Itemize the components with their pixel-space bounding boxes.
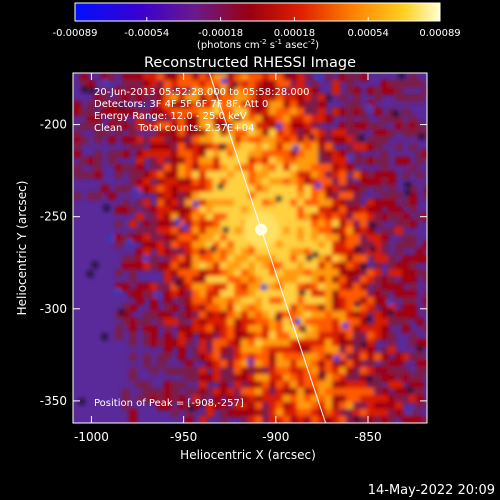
rhessi-image (73, 73, 427, 423)
x-tick-label: -950 (170, 430, 197, 444)
info-time-range: 20-Jun-2013 05:52:28.000 to 05:58:28.000 (94, 87, 310, 98)
x-tick-label: -900 (262, 430, 289, 444)
colorbar-tick-label: -0.00018 (198, 28, 243, 39)
image-info: 20-Jun-2013 05:52:28.000 to 05:58:28.000… (94, 87, 310, 134)
colorbar-tick-label: -0.00054 (124, 28, 169, 39)
limb-line (208, 73, 327, 423)
colorbar-tick-label: 0.00018 (274, 28, 315, 39)
peak-position-label: Position of Peak = [-908,-257] (94, 398, 244, 409)
peak-marker (255, 223, 268, 236)
y-axis-label: Heliocentric Y (arcsec) (15, 181, 29, 316)
x-tick-label: -850 (354, 430, 381, 444)
y-axis-ticks: -200 -250 -300 -350 (40, 118, 427, 408)
colorbar-tick-label: -0.00089 (53, 28, 98, 39)
info-energy: Energy Range: 12.0 - 25.0 keV (94, 111, 247, 122)
colorbar-tick-label: 0.00089 (419, 28, 460, 39)
colorbar (74, 2, 441, 22)
timestamp: 14-May-2022 20:09 (368, 483, 495, 498)
plot-title: Reconstructed RHESSI Image (144, 55, 356, 71)
colorbar-ticks: -0.00089 -0.00054 -0.00018 0.00018 0.00054 0.… (53, 17, 461, 39)
colorbar-tick-label: 0.00054 (348, 28, 389, 39)
x-axis-label: Heliocentric X (arcsec) (180, 448, 316, 462)
x-tick-label: -1000 (74, 430, 109, 444)
y-tick-label: -200 (40, 118, 67, 132)
colorbar-units: (photons cm-2 s-1 asec-2) (197, 38, 319, 51)
y-tick-label: -250 (40, 210, 67, 224)
plot-frame (72, 72, 428, 424)
info-clean: Clean Total counts: 2.37E+04 (94, 123, 254, 134)
info-detectors: Detectors: 3F 4F 5F 6F 7F 8F, Att 0 (94, 99, 268, 110)
y-tick-label: -350 (40, 394, 67, 408)
x-axis-ticks: -1000 -950 -900 -850 (74, 73, 382, 444)
y-tick-label: -300 (40, 302, 67, 316)
